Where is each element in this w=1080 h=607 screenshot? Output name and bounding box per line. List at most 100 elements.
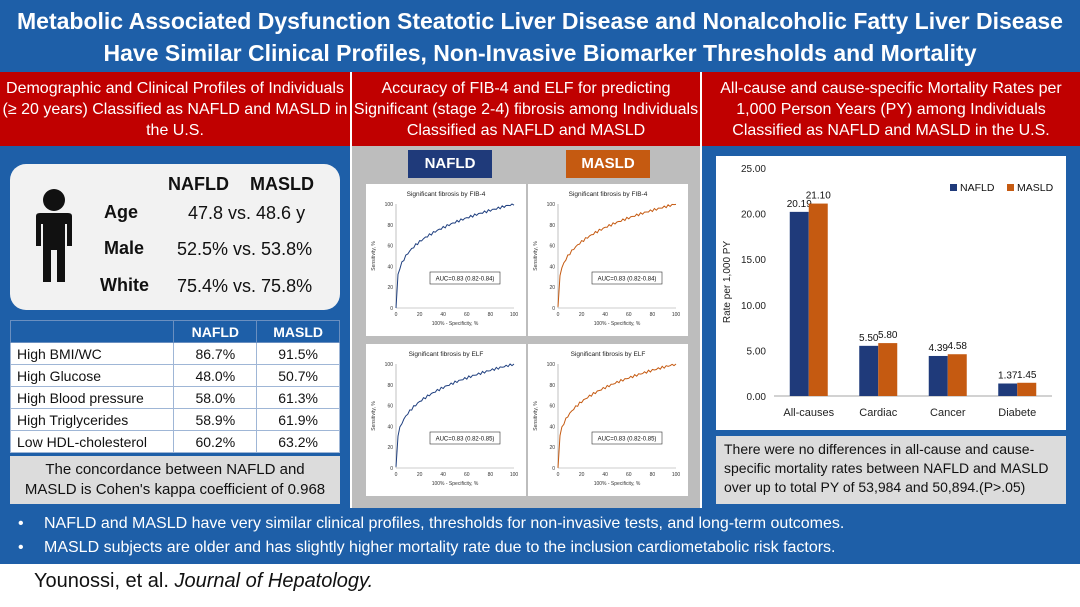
roc-x-tick: 100 [672,472,681,478]
roc-x-tick: 60 [464,472,470,478]
title-line-2: Have Similar Clinical Profiles, Non-Inva… [103,40,977,66]
table-row: High Triglycerides 58.9% 61.9% [9,408,340,431]
table-cell-label: High Blood pressure [9,386,175,409]
nafld-tag: NAFLD [408,150,492,178]
table-cell-label: High BMI/WC [9,342,175,365]
auc-box [591,431,663,445]
roc-y-tick: 80 [549,223,555,229]
person-icon [36,189,72,282]
table-row: High Glucose 48.0% 50.7% [9,364,340,387]
table-row: High BMI/WC 86.7% 91.5% [9,342,340,365]
roc-y-tick: 100 [385,202,394,208]
table-row: Low HDL-cholesterol 60.2% 63.2% [9,430,340,453]
bar-category-label: All-causes [783,407,834,419]
profile-label-male: Male [104,238,145,258]
profile-value-male: 52.5% vs. 53.8% [177,239,313,259]
table-cell-label: High Triglycerides [9,408,175,431]
table-header-row: NAFLD MASLD [9,320,340,343]
roc-y-label: Sensitivity, % [371,401,377,431]
auc-label: AUC=0.83 (0.82-0.85) [436,437,495,443]
citation-authors: Younossi, et al. [34,570,169,592]
roc-y-tick: 20 [387,445,393,451]
roc-y-tick: 20 [549,445,555,451]
auc-label: AUC=0.83 (0.82-0.84) [436,277,495,283]
profile-value-age: 47.8 vs. 48.6 y [188,203,306,223]
auc-box [591,271,663,285]
roc-x-label: 100% - Specificity, % [432,481,479,487]
roc-curve [395,363,515,467]
roc-y-label: Sensitivity, % [533,401,539,431]
table-cell-masld: 50.7% [256,364,340,387]
roc-y-tick: 60 [387,244,393,250]
bar-y-tick: 5.00 [747,346,767,357]
mortality-heading: All-cause and cause-specific Mortality R… [702,72,1080,146]
roc-y-tick: 80 [549,383,555,389]
profile-label-age: Age [104,202,139,222]
roc-x-label: 100% - Specificity, % [594,321,641,327]
roc-x-tick: 80 [488,312,494,318]
auc-box [429,271,501,285]
bar-y-tick: 0.00 [747,392,767,403]
roc-x-tick: 100 [510,312,519,318]
roc-y-tick: 100 [547,202,556,208]
summary-bullet-1: NAFLD and MASLD have very similar clinic… [18,512,1080,536]
table-cell-nafld: 86.7% [173,342,258,365]
roc-y-tick: 0 [390,466,393,472]
roc-y-tick: 80 [387,223,393,229]
roc-curve [395,203,515,309]
bar-data-label: 5.50 [859,333,879,344]
table-cell-nafld: 60.2% [173,430,258,453]
mortality-note: There were no differences in all-cause a… [716,436,1066,504]
bar-y-label: Rate per 1,000 PY [722,241,733,324]
roc-x-tick: 40 [440,472,446,478]
bar-masld [1017,382,1037,396]
auc-box [429,431,501,445]
table-cell-masld: 61.9% [256,408,340,431]
bar-data-label: 20.19 [787,199,812,210]
profile-card: NAFLD MASLD Age 47.8 vs. 48.6 y Male 52.… [10,164,340,310]
roc-x-tick: 80 [650,472,656,478]
title-line-1: Metabolic Associated Dysfunction Steatot… [17,8,1063,34]
summary-bar: NAFLD and MASLD have very similar clinic… [0,508,1080,564]
roc-y-tick: 40 [387,424,393,430]
roc-x-tick: 0 [557,472,560,478]
table-cell-masld: 63.2% [256,430,340,453]
legend-label: NAFLD [960,182,995,194]
citation-journal: Journal of Hepatology. [174,570,374,592]
bar-data-label: 5.80 [878,330,898,341]
bar-y-tick: 25.00 [741,164,766,175]
roc-y-tick: 0 [552,306,555,312]
table-cell-masld: 91.5% [256,342,340,365]
demographics-panel: Demographic and Clinical Profiles of Ind… [0,72,350,508]
bar-nafld [789,211,809,396]
roc-x-tick: 20 [417,312,423,318]
roc-x-tick: 80 [650,312,656,318]
roc-x-tick: 40 [602,472,608,478]
bar-data-label: 1.37 [998,371,1018,382]
auc-label: AUC=0.83 (0.82-0.85) [598,437,657,443]
legend-swatch [1007,184,1014,191]
mortality-chart: 0.00 5.00 10.00 15.00 20.00 25.00 Rate per 1,0… [716,156,1066,430]
roc-plot-masld-fib4: Significant fibrosis by FIB-4 0 0 20 20 40 40 6… [528,184,688,336]
masld-tag: MASLD [566,150,650,178]
table-row: High Blood pressure 58.0% 61.3% [9,386,340,409]
bar-nafld [928,355,948,396]
roc-x-tick: 80 [488,472,494,478]
profile-col-masld: MASLD [250,174,314,194]
roc-x-tick: 0 [557,312,560,318]
table-cell-label: High Glucose [9,364,175,387]
roc-y-tick: 60 [387,404,393,410]
roc-x-tick: 40 [440,312,446,318]
citation: Younossi, et al. Journal of Hepatology. [34,570,373,593]
bar-nafld [998,383,1018,396]
roc-curve [557,363,677,468]
roc-x-tick: 60 [626,312,632,318]
roc-plot-nafld-elf: Significant fibrosis by ELF 0 0 20 20 40 40 60 6… [366,344,526,496]
kappa-note: The concordance between NAFLD and MASLD … [10,456,340,504]
roc-y-tick: 20 [549,285,555,291]
table-cell-nafld: 58.0% [173,386,258,409]
legend-swatch [950,184,957,191]
bar-category-label: Cancer [930,407,966,419]
bar-data-label: 4.58 [948,341,968,352]
kappa-line-2: MASLD is Cohen's kappa coefficient of 0.… [24,481,326,498]
